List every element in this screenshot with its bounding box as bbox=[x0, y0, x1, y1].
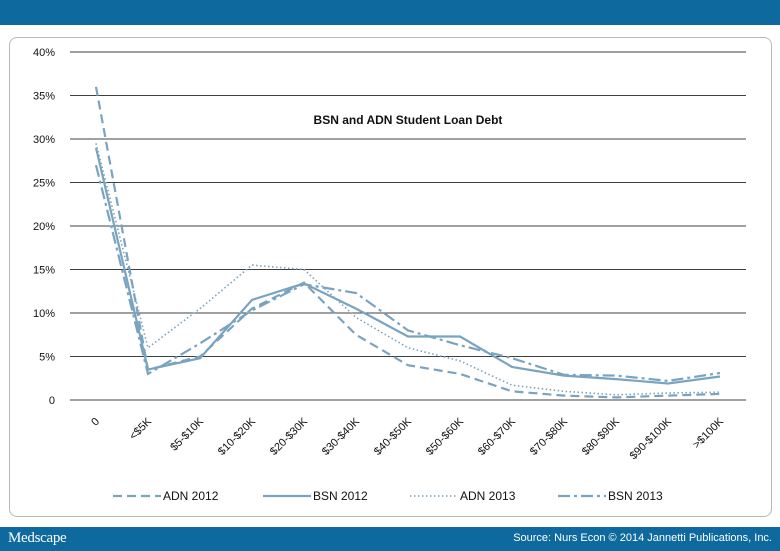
legend: ADN 2012 BSN 2012 ADN 2013 BSN 2013 bbox=[113, 489, 663, 503]
x-tick-label: $5-$10K bbox=[168, 415, 206, 453]
top-banner bbox=[0, 0, 780, 25]
y-tick-label: 40% bbox=[33, 47, 55, 59]
y-tick-label: 0 bbox=[49, 395, 55, 407]
y-tick-label: 10% bbox=[33, 308, 55, 320]
x-tick-label: 0 bbox=[89, 416, 102, 429]
x-tick-label: >$100K bbox=[691, 415, 727, 451]
y-tick-label: 25% bbox=[33, 178, 55, 190]
series-line-adn-2012 bbox=[94, 86, 721, 399]
series-line-bsn-2013 bbox=[94, 164, 721, 383]
x-tick-label: $10-$20K bbox=[216, 415, 259, 458]
x-tick-label: $80-$90K bbox=[580, 415, 623, 458]
x-tick-label: $70-$80K bbox=[528, 415, 571, 458]
y-tick-label: 15% bbox=[33, 265, 55, 277]
y-tick-label: 35% bbox=[33, 91, 55, 103]
x-tick-label: $90-$100K bbox=[628, 415, 675, 462]
y-tick-label: 5% bbox=[39, 352, 55, 364]
legend-label: ADN 2012 bbox=[163, 489, 219, 503]
series-lines bbox=[94, 86, 721, 399]
x-tick-label: $50-$60K bbox=[424, 415, 467, 458]
x-tick-label: <$5K bbox=[127, 415, 154, 442]
x-axis-ticks: 0 <$5K $5-$10K $10-$20K $20-$30K $30-$40K $40-… bbox=[89, 415, 726, 462]
x-tick-label: $30-$40K bbox=[320, 415, 363, 458]
source-credit: Source: Nurs Econ © 2014 Jannetti Public… bbox=[513, 532, 772, 544]
chart-title: BSN and ADN Student Loan Debt bbox=[314, 113, 503, 127]
medscape-logo: Medscape bbox=[8, 530, 67, 546]
chart-frame bbox=[9, 37, 772, 517]
bottom-banner: Medscape Source: Nurs Econ © 2014 Jannet… bbox=[0, 527, 780, 551]
x-tick-label: $40-$50K bbox=[372, 415, 415, 458]
y-axis-ticks: 0 5% 10% 15% 20% 25% 30% 35% 40% bbox=[33, 47, 55, 407]
x-tick-label: $20-$30K bbox=[268, 415, 311, 458]
legend-label: BSN 2012 bbox=[313, 489, 368, 503]
legend-label: BSN 2013 bbox=[608, 489, 663, 503]
series-line-bsn-2012 bbox=[94, 147, 721, 385]
series-line-adn-2013 bbox=[95, 143, 721, 396]
legend-label: ADN 2013 bbox=[460, 489, 516, 503]
y-tick-label: 30% bbox=[33, 134, 55, 146]
y-tick-label: 20% bbox=[33, 221, 55, 233]
gridlines bbox=[70, 51, 746, 401]
x-tick-label: $60-$70K bbox=[476, 415, 519, 458]
